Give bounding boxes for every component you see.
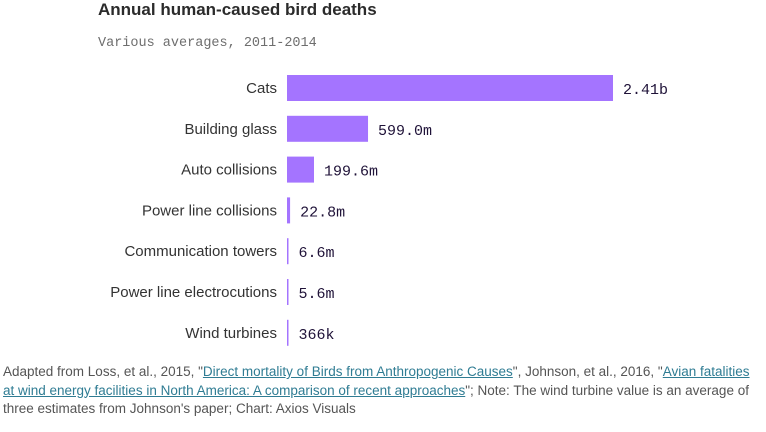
bar [287,197,291,224]
bar [287,75,613,101]
value-label: 599.0m [378,123,432,140]
value-label: 5.6m [299,286,335,303]
chart-title: Annual human-caused bird deaths [98,0,377,19]
source-text-1: Adapted from Loss, et al., 2015, " [3,364,203,379]
value-label: 22.8m [300,204,345,221]
source-text-2: ", Johnson, et al., 2016, " [512,364,663,379]
category-label: Power line collisions [142,202,277,219]
value-label: 199.6m [324,164,378,181]
source-link-johnson[interactable]: Avian fatalities at wind energy faciliti… [3,364,750,398]
bar [287,238,289,265]
bar [287,319,289,346]
source-text-3: "; Note: The wind turbine value is an av… [3,382,749,417]
value-label: 6.6m [299,245,335,262]
category-label: Auto collisions [181,162,277,179]
category-label: Cats [246,80,277,97]
source-link-loss[interactable]: Direct mortality of Birds from Anthropog… [202,364,513,379]
value-label: 2.41b [623,82,668,99]
bar [287,115,369,142]
category-label: Power line electrocutions [110,284,277,301]
value-label: 366k [299,327,335,344]
chart-subtitle: Various averages, 2011-2014 [98,36,317,51]
source-note: Adapted from Loss, et al., 2015, "Direct… [3,363,758,419]
category-label: Wind turbines [185,325,277,342]
bar-chart: Cats 2.41b Building glass 599.0m Auto collis… [110,75,668,346]
bar [287,156,314,183]
category-label: Communication towers [124,243,277,260]
bar [287,279,289,305]
category-label: Building glass [184,121,277,138]
